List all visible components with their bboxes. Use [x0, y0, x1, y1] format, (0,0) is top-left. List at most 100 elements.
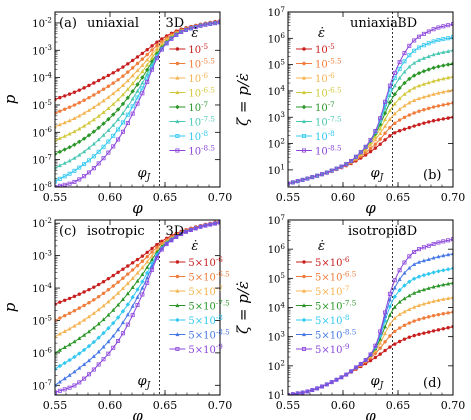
data-point: [67, 131, 72, 136]
data-point: [63, 313, 67, 318]
y-tick-label: 10-2: [32, 16, 52, 30]
data-point: [62, 360, 67, 366]
data-point: [388, 345, 392, 349]
data-point: [368, 142, 373, 147]
data-point: [193, 25, 198, 30]
y-tick-label: 106: [268, 242, 286, 256]
data-point: [353, 365, 358, 370]
data-point: [145, 280, 150, 285]
data-point: [208, 222, 213, 227]
y-axis-label: ζ = p/ε̇: [234, 73, 252, 126]
data-point: [101, 344, 106, 349]
data-point: [174, 235, 179, 240]
data-point: [407, 113, 412, 117]
data-point: [82, 149, 87, 154]
data-point: [106, 288, 111, 292]
data-point: [57, 122, 62, 127]
data-point: [436, 90, 441, 95]
data-point: [436, 254, 441, 259]
y-tick-label: 10-2: [32, 216, 52, 230]
data-point: [397, 339, 402, 344]
data-point: [130, 261, 135, 265]
data-point: [319, 172, 324, 177]
data-point: [383, 99, 388, 104]
data-point: [402, 323, 407, 328]
data-point: [91, 117, 96, 122]
data-point: [86, 120, 91, 125]
legend-marker: [302, 61, 306, 66]
data-point: [86, 145, 91, 150]
data-point: [77, 365, 82, 370]
legend-label: 5×10-6: [188, 255, 223, 269]
data-point: [402, 260, 407, 265]
data-point: [441, 24, 446, 29]
phi-j-label: φJ: [138, 166, 152, 183]
data-point: [91, 339, 97, 345]
legend-label: 5×10-6: [315, 255, 350, 269]
data-point: [373, 128, 378, 133]
data-point: [446, 326, 450, 330]
legend-label: 10-7: [188, 100, 208, 114]
data-point: [446, 88, 451, 93]
data-point: [412, 304, 417, 309]
data-point: [77, 139, 82, 145]
data-point: [441, 239, 446, 244]
data-point: [154, 56, 159, 61]
data-point: [106, 106, 111, 111]
data-point: [188, 228, 193, 233]
data-point: [130, 104, 135, 109]
data-point: [116, 117, 121, 122]
mode-label: uniaxial: [350, 16, 402, 31]
data-point: [67, 145, 72, 150]
data-point: [305, 176, 310, 181]
data-point: [416, 274, 422, 279]
data-point: [378, 340, 383, 345]
data-point: [67, 105, 72, 109]
data-point: [412, 111, 416, 115]
y-tick-label: 101: [268, 163, 285, 177]
data-point: [111, 112, 116, 117]
data-point: [96, 125, 101, 130]
y-tick-label: 10-5: [32, 313, 52, 327]
data-point: [96, 349, 101, 354]
data-point: [397, 96, 402, 101]
data-point: [145, 265, 150, 269]
data-point: [135, 55, 140, 59]
data-point: [111, 320, 116, 326]
y-tick-label: 102: [268, 359, 285, 373]
data-point: [436, 38, 441, 43]
data-point: [427, 315, 431, 319]
legend-marker: [301, 148, 306, 153]
data-point: [450, 266, 453, 271]
data-point: [416, 70, 422, 76]
data-point: [116, 339, 121, 344]
data-point: [315, 173, 320, 178]
data-point: [421, 56, 426, 60]
data-point: [164, 242, 169, 247]
data-point: [130, 111, 135, 116]
data-point: [368, 358, 373, 363]
data-point: [145, 259, 150, 264]
data-point: [427, 330, 431, 334]
data-point: [397, 118, 402, 122]
data-point: [62, 147, 67, 152]
data-point: [126, 272, 130, 276]
x-tick-label: 0.70: [208, 191, 233, 204]
data-point: [319, 384, 324, 389]
data-point: [417, 34, 422, 39]
data-point: [57, 163, 62, 168]
data-point: [96, 321, 101, 326]
data-point: [159, 246, 164, 251]
legend-label: 10-5: [188, 42, 208, 56]
data-point: [446, 36, 451, 41]
data-point: [72, 339, 77, 344]
data-point: [353, 154, 358, 159]
data-point: [140, 69, 145, 74]
data-point: [402, 127, 407, 131]
data-point: [446, 116, 450, 120]
y-tick-label: 10-6: [32, 125, 52, 139]
data-point: [125, 312, 130, 317]
data-point: [72, 383, 77, 388]
data-point: [397, 129, 402, 133]
